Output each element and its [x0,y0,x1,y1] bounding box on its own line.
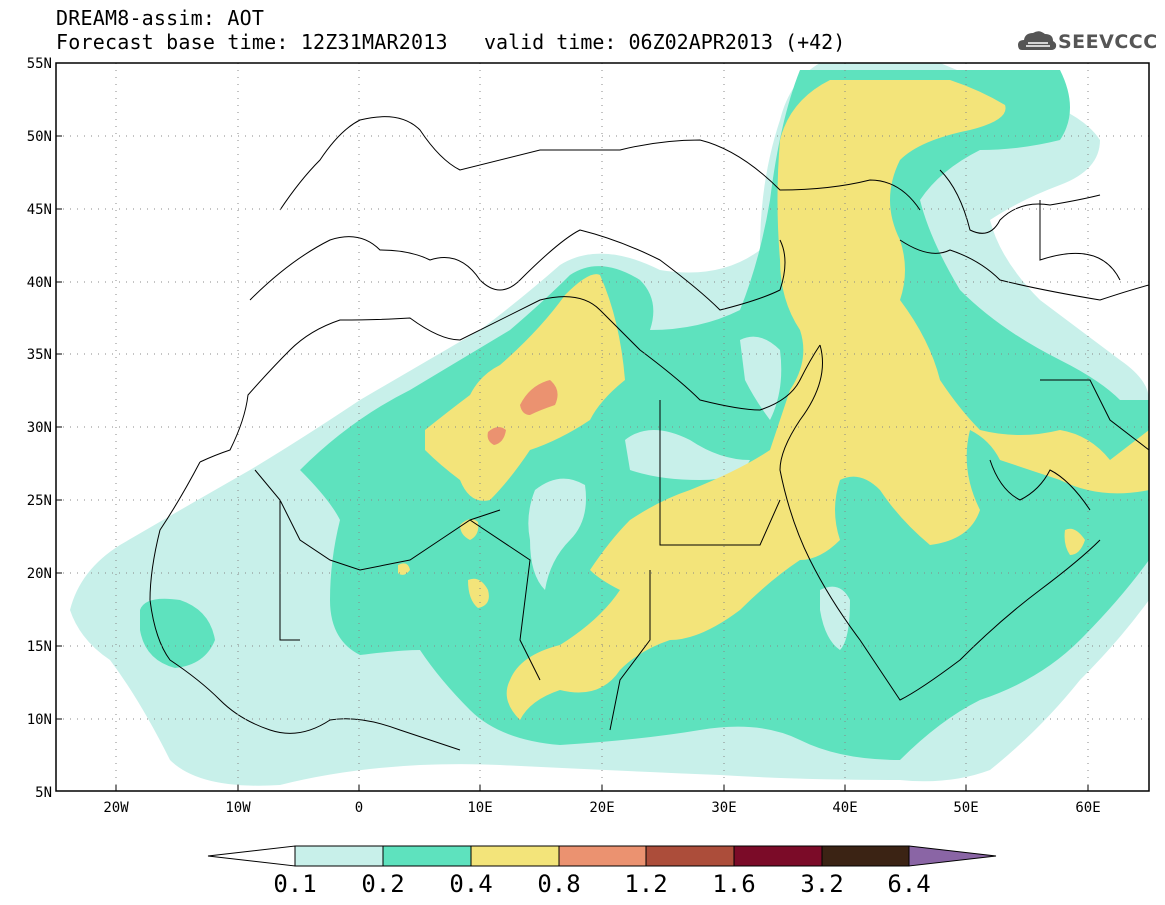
colorbar-label: 6.4 [887,870,930,898]
lon-label: 0 [355,800,363,816]
colorbar-swatch-0.2 [382,845,472,867]
forecast-base-time: Forecast base time: 12Z31MAR2013 [56,30,448,54]
lat-label: 15N [27,639,52,655]
lon-label: 20W [103,800,129,816]
coastlines [149,116,1149,751]
colorbar-swatch-0.1 [294,845,384,867]
grid-lines [56,63,1149,791]
colorbar-lower-triangle [207,845,296,867]
lon-label: 10E [467,800,492,816]
lat-label: 35N [27,347,52,363]
lon-label: 30E [711,800,736,816]
colorbar-label: 0.2 [361,870,404,898]
colorbar-swatch-3.2 [821,845,910,867]
colorbar-label: 3.2 [800,870,843,898]
longitude-labels: 20W 10W 0 10E 20E 30E 40E 50E 60E [103,800,1100,816]
valid-time: valid time: 06Z02APR2013 (+42) [484,30,846,54]
lon-label: 20E [589,800,614,816]
lat-label: 45N [27,202,52,218]
colorbar-label: 1.6 [712,870,755,898]
map-title: DREAM8-assim: AOT [56,6,265,30]
colorbar [207,845,997,867]
lat-label: 50N [27,129,52,145]
lat-label: 55N [27,56,52,72]
colorbar-label: 0.1 [273,870,316,898]
colorbar-upper-triangle [908,845,997,867]
aot-level-0.8 [487,380,558,445]
colorbar-swatch-0.8 [558,845,647,867]
colorbar-swatch-0.4 [470,845,560,867]
cloud-logo-icon [1018,31,1057,50]
lat-label: 5N [35,785,52,801]
aot-level-0.4-blob [398,519,1085,608]
colorbar-label: 0.4 [449,870,492,898]
aot-level-0.1-hole [528,336,850,650]
lon-label: 60E [1075,800,1100,816]
colorbar-labels: 0.1 0.2 0.4 0.8 1.2 1.6 3.2 6.4 [273,870,930,898]
colorbar-label: 1.2 [624,870,667,898]
lat-label: 40N [27,275,52,291]
lat-label: 30N [27,420,52,436]
latitude-labels: 55N 50N 45N 40N 35N 30N 25N 20N 15N 10N … [27,56,52,801]
colorbar-swatch-1.6 [733,845,823,867]
lon-label: 50E [953,800,978,816]
colorbar-swatch-1.2 [645,845,735,867]
colorbar-label: 0.8 [537,870,580,898]
aot-contours [70,63,1149,786]
lon-label: 10W [225,800,251,816]
logo-text: SEEVCCC [1058,31,1158,53]
aot-level-0.4 [425,80,1149,720]
lat-label: 10N [27,712,52,728]
tick-marks [56,62,1089,791]
lat-label: 25N [27,493,52,509]
lat-label: 20N [27,566,52,582]
lon-label: 40E [832,800,857,816]
